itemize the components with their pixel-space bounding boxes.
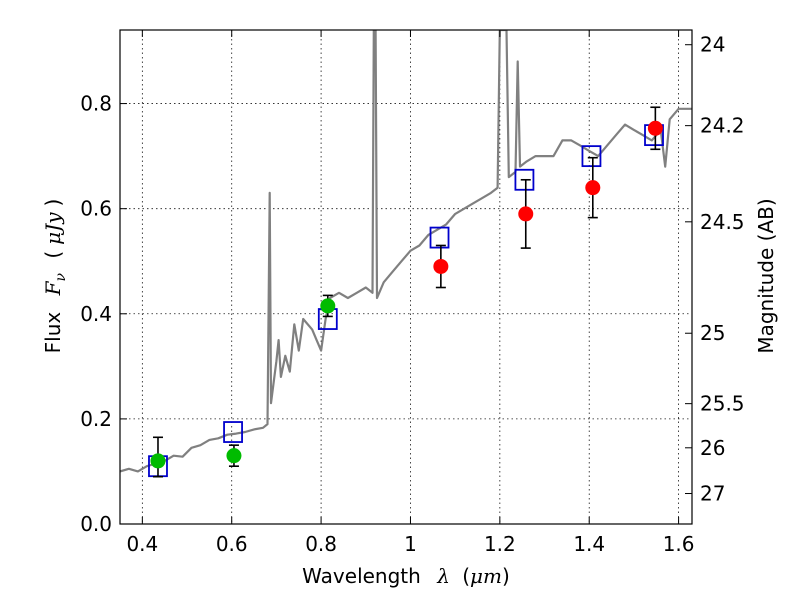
right-tick-label: 24 [700, 33, 725, 57]
x-tick-label: 0.6 [216, 532, 248, 556]
y-axis-label-text: Flux [41, 312, 65, 354]
model-photometry-marker [514, 168, 535, 191]
model-photometry-marker [581, 145, 602, 168]
y-axis-symbol: F [41, 280, 65, 296]
y-tick-label: 0.8 [80, 92, 112, 116]
x-tick-label: 1.6 [663, 532, 695, 556]
right-tick-label: 26 [700, 436, 725, 460]
nir-data-point [647, 120, 663, 136]
plot-frame [119, 29, 693, 525]
x-axis-unit-open: ( [462, 564, 470, 588]
nir-data-point [518, 206, 534, 222]
grid-layer [120, 30, 692, 525]
y-axis-unit-open: ( [41, 251, 65, 259]
optical-data-point [320, 298, 336, 314]
x-tick-label: 1.4 [573, 532, 605, 556]
plot-layer [120, 30, 692, 473]
tick-layer: 0.4 0.6 0.8 1 1.2 1.4 1.6 0.0 0.2 0.4 0.6 0.8 24 24.2… [80, 30, 745, 556]
right-tick-label: 25 [700, 321, 725, 345]
spectrum-line [120, 30, 692, 473]
x-axis-unit: μm [470, 564, 502, 588]
y-axis-unit: μJy [41, 212, 65, 245]
right-tick-label: 25.5 [700, 392, 745, 416]
nir-data-point [585, 180, 601, 196]
y-tick-label: 0.6 [80, 197, 112, 221]
model-photometry-marker [223, 421, 243, 443]
x-axis-symbol: λ [436, 564, 450, 588]
x-tick-label: 0.4 [126, 532, 158, 556]
x-axis-title: Wavelength λ (μm) [302, 564, 510, 588]
marker-layer [148, 106, 664, 478]
y-tick-label: 0.4 [80, 302, 112, 326]
x-axis-label-text: Wavelength [302, 564, 421, 588]
right-tick-label: 24.5 [700, 210, 745, 234]
right-tick-label: 24.2 [700, 114, 745, 138]
optical-data-point [150, 453, 166, 469]
y-axis-title: Flux Fν ( μJy) [41, 199, 70, 354]
y-tick-label: 0.0 [80, 512, 112, 536]
right-axis-title: Magnitude (AB) [754, 198, 778, 353]
optical-data-point [226, 448, 242, 464]
y-axis-symbol-subscript: ν [53, 273, 69, 282]
y-axis-unit-close: ) [41, 199, 65, 207]
x-tick-label: 1.2 [484, 532, 516, 556]
x-tick-label: 0.8 [305, 532, 337, 556]
x-axis-unit-close: ) [502, 564, 510, 588]
right-tick-label: 27 [700, 482, 725, 506]
x-tick-label: 1 [404, 532, 417, 556]
model-photometry-marker [429, 226, 450, 249]
nir-data-point [433, 258, 449, 274]
y-tick-label: 0.2 [80, 407, 112, 431]
